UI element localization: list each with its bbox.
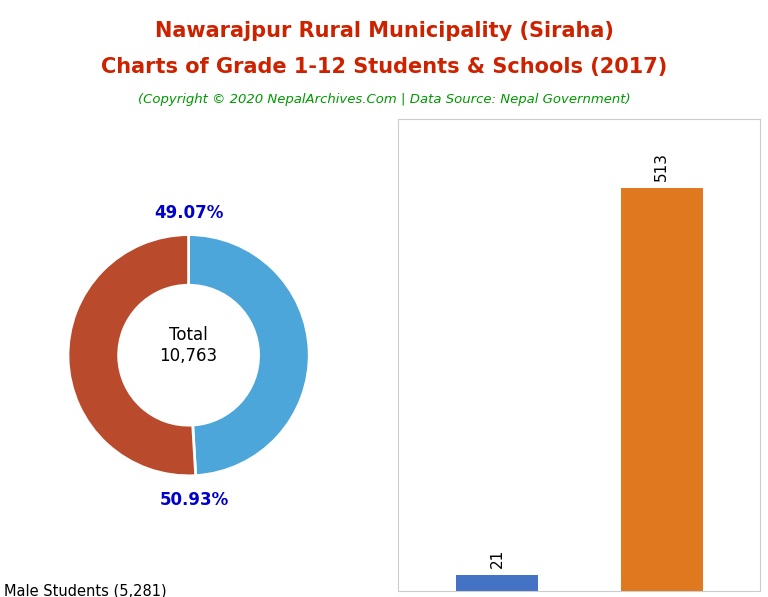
Wedge shape (189, 235, 310, 476)
Bar (456, 574, 538, 591)
Text: Charts of Grade 1-12 Students & Schools (2017): Charts of Grade 1-12 Students & Schools … (101, 57, 667, 77)
Text: 49.07%: 49.07% (154, 204, 223, 222)
Text: 21: 21 (490, 549, 505, 568)
Bar (621, 188, 703, 591)
Legend: Male Students (5,281), Female Students (5,482): Male Students (5,281), Female Students (… (0, 576, 191, 597)
Text: (Copyright © 2020 NepalArchives.Com | Data Source: Nepal Government): (Copyright © 2020 NepalArchives.Com | Da… (137, 93, 631, 106)
Text: Total
10,763: Total 10,763 (160, 326, 217, 365)
Wedge shape (68, 235, 196, 476)
Text: 50.93%: 50.93% (160, 491, 230, 509)
Text: Nawarajpur Rural Municipality (Siraha): Nawarajpur Rural Municipality (Siraha) (154, 21, 614, 41)
Text: 513: 513 (654, 152, 669, 181)
